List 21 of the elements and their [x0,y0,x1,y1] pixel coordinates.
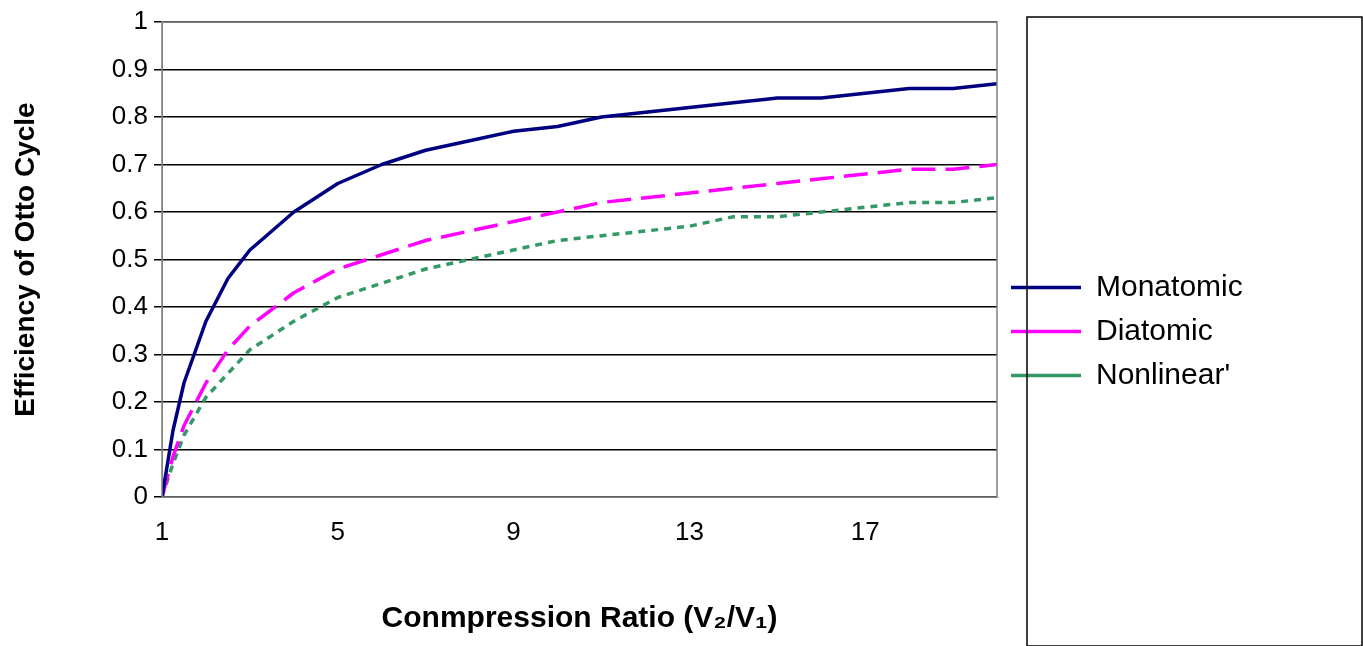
legend-label: Nonlinear' [1096,356,1231,390]
y-tick-label: 1 [133,5,148,36]
y-tick-label: 0.6 [111,195,148,226]
x-tick-label: 17 [850,515,880,546]
y-tick-label: 0.3 [111,337,148,368]
legend-label: Diatomic [1096,312,1213,346]
y-tick-label: 0.4 [111,290,148,321]
x-tick-label: 5 [330,515,346,546]
y-tick-label: 0.9 [111,52,148,83]
y-axis-title: Efficiency of Otto Cycle [8,102,40,417]
legend-label: Monatomic [1096,268,1243,302]
y-tick-label: 0.7 [111,147,148,178]
y-tick-label: 0.5 [111,242,148,273]
x-tick-label: 13 [674,515,704,546]
y-tick-label: 0.8 [111,100,148,131]
y-tick-label: 0.1 [111,432,148,463]
x-tick-label: 1 [154,515,170,546]
x-axis-title: Conmpression Ratio (V₂/V₁) [381,600,778,634]
y-tick-label: 0.2 [111,385,148,416]
y-tick-label: 0 [133,480,148,511]
x-tick-label: 9 [506,515,521,546]
